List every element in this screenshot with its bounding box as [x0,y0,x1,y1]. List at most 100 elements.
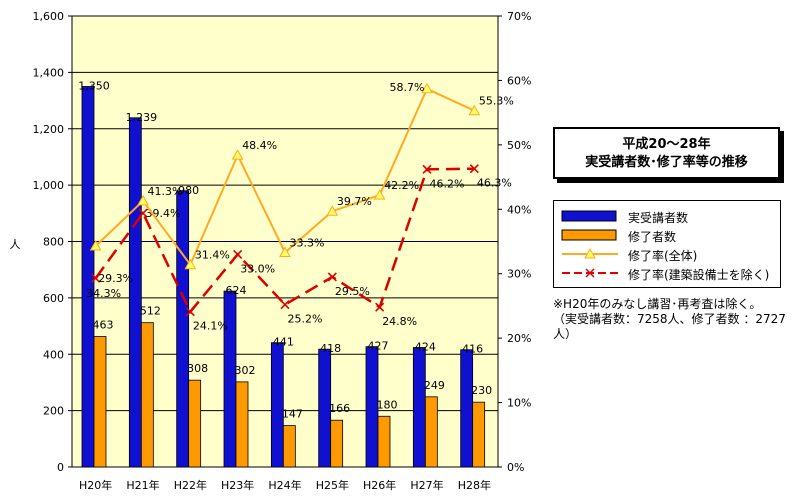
data-label-line1: 42.2% [384,179,419,192]
x-tick-label: H26年 [363,478,396,492]
data-label-bar2: 463 [93,318,114,331]
point-修了率-全体 [184,258,197,270]
y-tick-label: 1,600 [33,10,65,23]
legend-item-bar1: 実受講者数 [560,207,775,225]
data-label-bar1: 624 [226,284,247,297]
point-修了率-全体 [89,239,102,251]
point-修了率-建築設備士を除く [327,272,337,282]
data-label-line2: 24.8% [382,315,417,328]
chart-title-line-2: 実受講者数･修了率等の推移 [585,155,748,170]
y2-tick-label: 40% [507,203,531,216]
bar-実受講者数 [460,349,474,468]
bar-修了者数 [93,336,107,468]
y-tick-label: 1,400 [33,66,65,79]
legend-item-line2: 修了率(建築設備士を除く) [560,264,775,282]
data-label-line1: 48.4% [242,139,277,152]
y-tick-label: 0 [57,461,64,474]
bar-実受講者数 [412,347,426,468]
y2-tick-label: 20% [507,332,531,345]
bar-実受講者数 [223,290,237,468]
y2-tick-label: 0% [507,461,524,474]
data-label-line1: 41.3% [148,185,183,198]
bar-修了者数 [235,381,249,468]
chart-title-box: 平成20～28年 実受講者数･修了率等の推移 [553,127,780,179]
y2-tick-label: 10% [507,397,531,410]
data-label-line2: 33.0% [240,262,275,275]
bar-修了者数 [188,379,202,468]
data-label-bar2: 180 [377,398,398,411]
data-label-line2: 39.4% [146,207,181,220]
y-tick-label: 1,200 [33,123,65,136]
data-label-line2: 29.5% [335,285,370,298]
point-修了率-建築設備士を除く [422,164,432,174]
point-修了率-建築設備士を除く [91,273,101,283]
data-label-bar2: 230 [471,384,492,397]
point-修了率-建築設備士を除く [280,300,290,310]
data-label-line1: 34.3% [86,287,121,300]
data-label-bar1: 1,350 [78,79,110,92]
data-label-bar2: 147 [282,408,303,421]
data-label-bar2: 166 [329,402,350,415]
data-label-line1: 33.3% [290,236,325,249]
y-axis-label: 人 [10,238,21,251]
bar-実受講者数 [270,342,284,468]
legend-label-line2: 修了率(建築設備士を除く) [628,268,770,282]
y2-tick-label: 50% [507,139,531,152]
legend-swatch-dashed-line [562,268,618,278]
x-tick-label: H24年 [268,478,301,492]
data-label-line1: 58.7% [390,81,425,94]
y-tick-label: 1,000 [33,179,65,192]
data-label-line2: 25.2% [288,313,323,326]
bar-実受講者数 [81,86,95,468]
data-label-line1: 55.3% [479,95,514,108]
data-label-bar1: 424 [415,340,436,353]
point-修了率-建築設備士を除く [469,164,479,174]
footnote: ※H20年のみなし講習･再考査は除く。 （実受講者数：7258人、修了者数 ：2… [553,297,793,342]
point-修了率-全体 [231,149,244,160]
data-label-bar1: 441 [273,336,294,349]
bar-修了者数 [140,322,154,468]
point-修了率-全体 [468,104,481,116]
line-修了率-建築設備士を除く [94,167,475,315]
x-tick-label: H25年 [316,478,349,492]
data-label-bar2: 249 [424,379,445,392]
bar-修了者数 [377,415,391,468]
data-label-bar2: 302 [235,364,256,377]
bar-修了者数 [472,401,486,468]
legend-item-line1: 修了率(全体) [560,245,775,263]
data-label-bar2: 308 [187,362,208,375]
y-tick-label: 400 [43,348,64,361]
bar-修了者数 [330,419,344,468]
bar-修了者数 [282,425,296,468]
legend-label-line1: 修了率(全体) [628,249,698,263]
point-修了率-全体 [421,82,433,94]
bar-修了者数 [424,396,438,468]
x-tick-label: H23年 [221,478,254,492]
y-tick-label: 200 [43,405,64,418]
data-label-line1: 31.4% [195,249,230,262]
x-tick-label: H27年 [410,478,443,492]
legend-item-bar2: 修了者数 [560,226,775,244]
point-修了率-建築設備士を除く [185,307,195,317]
point-修了率-全体 [373,189,386,200]
data-label-bar1: 416 [462,343,483,356]
point-修了率-全体 [326,205,339,216]
y2-tick-label: 30% [507,268,531,281]
bar-実受講者数 [365,346,379,468]
data-label-bar1: 427 [368,340,389,353]
y2-tick-label: 70% [507,10,531,23]
y-tick-label: 800 [43,236,64,249]
point-修了率-全体 [137,194,149,206]
point-修了率-建築設備士を除く [138,208,148,218]
data-label-line1: 39.7% [337,195,372,208]
point-修了率-全体 [279,246,291,257]
data-label-bar1: 1,239 [126,111,158,124]
legend-swatch-blue-bar [561,210,617,222]
data-label-bar1: 418 [320,342,341,355]
legend-label-bar1: 実受講者数 [628,211,689,225]
y2-tick-label: 60% [507,74,531,87]
point-修了率-建築設備士を除く [233,249,243,259]
data-label-line2: 24.1% [193,320,228,333]
bar-実受講者数 [318,348,332,468]
data-label-line2: 46.2% [430,177,465,190]
